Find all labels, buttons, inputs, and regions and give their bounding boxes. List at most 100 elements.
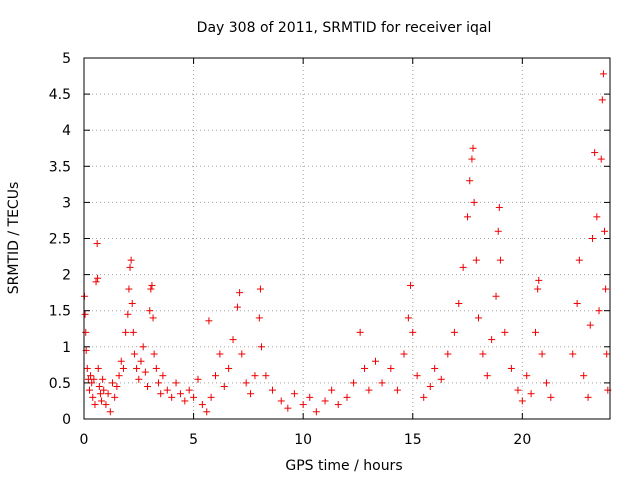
data-point (450, 328, 458, 336)
y-axis-label: SRMTID / TECUs (6, 182, 22, 295)
data-point (220, 383, 228, 391)
data-point (81, 310, 89, 318)
data-point (371, 357, 379, 365)
x-tick-labels: 0 5 10 15 20 (80, 432, 532, 448)
data-point (124, 310, 132, 318)
y-tick-labels: 0 0.5 1 1.5 2 2.5 3 3.5 4 4.5 5 (49, 51, 71, 428)
data-point (91, 401, 99, 409)
data-point (87, 372, 95, 380)
data-point (155, 379, 163, 387)
data-point (407, 281, 415, 289)
data-point (94, 274, 102, 282)
data-point (595, 307, 603, 315)
chart-title: Day 308 of 2011, SRMTID for receiver iqa… (197, 20, 492, 36)
data-point (256, 285, 264, 293)
data-point (247, 390, 255, 398)
data-point (163, 386, 171, 394)
data-point (569, 350, 577, 358)
data-point (584, 393, 592, 401)
data-point (437, 375, 445, 383)
data-point (127, 256, 135, 264)
data-point (85, 386, 93, 394)
y-tick-label: 2.5 (49, 232, 71, 248)
x-tick-label: 20 (513, 432, 531, 448)
data-point (514, 386, 522, 394)
data-point (488, 336, 496, 344)
data-point (598, 96, 606, 104)
data-point (93, 240, 101, 248)
data-point (547, 393, 555, 401)
data-point (251, 372, 259, 380)
data-point (95, 383, 103, 391)
data-point (299, 401, 307, 409)
data-point (420, 393, 428, 401)
data-point (150, 350, 158, 358)
data-point (350, 379, 358, 387)
data-point (601, 227, 609, 235)
data-point (238, 350, 246, 358)
data-point (119, 364, 127, 372)
data-point (404, 314, 412, 322)
data-point (205, 317, 213, 325)
data-point (534, 285, 542, 293)
data-point (190, 393, 198, 401)
plot-border (83, 57, 611, 420)
data-point (393, 386, 401, 394)
data-point (89, 393, 97, 401)
data-point (472, 256, 480, 264)
data-point (82, 328, 90, 336)
data-point (527, 390, 535, 398)
data-point (194, 375, 202, 383)
data-point (538, 350, 546, 358)
data-point (586, 321, 594, 329)
data-point (603, 350, 611, 358)
data-point (479, 350, 487, 358)
data-point (575, 256, 583, 264)
y-tick-label: 1 (62, 340, 71, 356)
data-point (334, 401, 342, 409)
data-point (141, 368, 149, 376)
data-point (469, 144, 477, 152)
data-point (212, 372, 219, 380)
data-point (130, 350, 138, 358)
data-point (139, 343, 147, 351)
data-point (96, 390, 104, 398)
data-point (356, 328, 364, 336)
data-point (466, 177, 474, 185)
y-tick-label: 0 (62, 412, 71, 428)
data-point (146, 307, 154, 315)
y-tick-label: 3 (62, 195, 71, 211)
data-point (475, 314, 482, 322)
data-point (593, 213, 601, 221)
data-point (207, 393, 215, 401)
data-point (464, 213, 472, 221)
data-point (113, 383, 121, 391)
data-point (573, 299, 581, 307)
data-point (172, 379, 180, 387)
data-point (144, 383, 152, 391)
x-tick-label: 0 (80, 432, 89, 448)
data-point (400, 350, 408, 358)
data-point (149, 314, 157, 322)
data-point (268, 386, 276, 394)
y-tick-label: 5 (62, 51, 71, 67)
data-point (588, 235, 596, 242)
data-point (378, 379, 386, 387)
data-point (159, 372, 167, 380)
x-tick-label: 5 (189, 432, 198, 448)
data-point (483, 372, 491, 380)
data-point (290, 390, 298, 398)
data-point (468, 155, 476, 163)
data-point (99, 375, 107, 383)
data-point (115, 372, 123, 380)
x-tick-label: 10 (294, 432, 312, 448)
data-point (225, 364, 233, 372)
data-point (176, 390, 184, 398)
data-point (277, 397, 285, 405)
data-point (597, 155, 605, 163)
y-tick-label: 0.5 (49, 376, 71, 392)
data-point (168, 393, 176, 401)
data-point (137, 357, 145, 365)
data-point (496, 256, 504, 264)
